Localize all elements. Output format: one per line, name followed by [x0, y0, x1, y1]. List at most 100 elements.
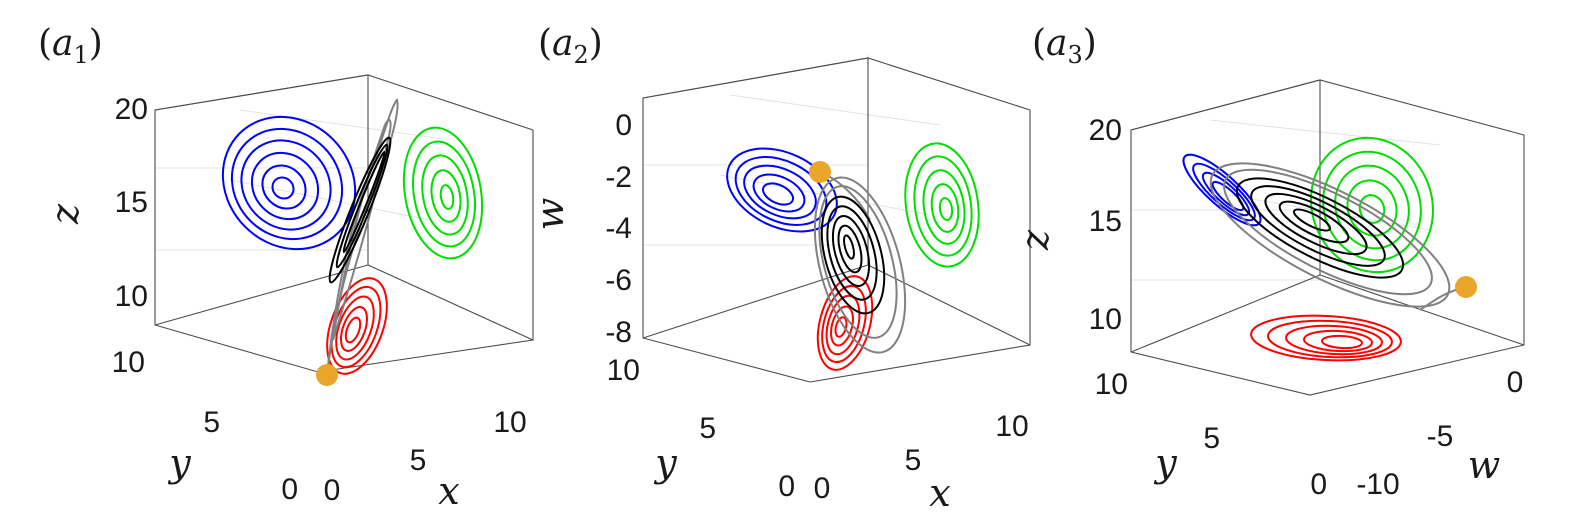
panel-letter: a — [552, 23, 573, 64]
y-axis-a1: 10 5 0 y — [112, 346, 298, 506]
yz-orbit — [271, 176, 295, 200]
projection-xz-a1 — [402, 126, 484, 260]
z-tick: 15 — [1089, 205, 1122, 238]
attractor-trajectory — [328, 136, 392, 284]
xy-orbit — [344, 316, 362, 344]
w-tick: 0 — [615, 109, 632, 142]
w-tick: -8 — [605, 316, 632, 349]
transient-trajectory — [332, 119, 392, 341]
attractor-trajectory — [826, 205, 878, 301]
x-axis-a1: 0 5 10 x — [324, 406, 527, 513]
x-axis-label: x — [929, 471, 950, 515]
wz-orbit — [1310, 136, 1434, 274]
x-tick: 10 — [493, 406, 526, 439]
yz-orbit — [240, 139, 332, 231]
z-tick: 20 — [115, 93, 148, 126]
x-axis-a2: 0 5 10 x — [814, 410, 1029, 515]
panel-subscript: 3 — [1068, 41, 1083, 69]
panel-label-a1: (a1) — [38, 23, 103, 69]
yz-orbit — [230, 127, 344, 241]
y-tick: 0 — [1310, 468, 1327, 501]
x-tick: 0 — [324, 474, 341, 507]
yz-orbit — [250, 151, 320, 221]
y-tick: 5 — [203, 406, 220, 439]
xw-orbit — [930, 183, 960, 233]
xy-orbit — [830, 305, 854, 347]
z-axis-label: z — [1013, 229, 1057, 251]
panel-subscript: 1 — [74, 41, 89, 69]
wy-orbit — [1267, 319, 1393, 359]
xz-orbit — [430, 169, 462, 223]
transient-trajectory — [1209, 162, 1451, 308]
w-tick: -5 — [1427, 420, 1454, 453]
y-tick: 10 — [607, 354, 640, 387]
wy-orbit — [1303, 329, 1373, 353]
y-axis-a3: 10 5 0 y — [1095, 368, 1327, 501]
yz-orbit — [1211, 180, 1245, 212]
xw-orbit — [938, 197, 954, 221]
w-tick: -4 — [605, 212, 632, 245]
transient-trajectory — [813, 176, 907, 354]
transient-trajectory — [1223, 168, 1433, 296]
z-tick: 10 — [115, 280, 148, 313]
xy-orbit — [816, 275, 874, 371]
wy-orbit — [1285, 324, 1383, 356]
axes-box-a3 — [1130, 79, 1525, 396]
initial-point-a3 — [1455, 276, 1477, 298]
z-tick: 20 — [1089, 114, 1122, 147]
attractor-trajectory — [1292, 208, 1332, 232]
xy-orbit — [821, 284, 867, 364]
z-axis-a1: 20 15 10 z — [43, 93, 148, 313]
yw-orbit — [752, 173, 806, 213]
attractor-trajectory — [831, 214, 871, 288]
xy-orbit — [335, 295, 375, 361]
y-tick: 5 — [699, 412, 716, 445]
axes-box-a1 — [154, 74, 534, 373]
xy-orbit — [326, 277, 388, 375]
attractor-trajectory — [837, 224, 863, 274]
initial-point-a2 — [809, 161, 831, 183]
projection-xy-a2 — [816, 275, 874, 371]
svg-text:(a1): (a1) — [38, 23, 103, 69]
y-axis-label: y — [1153, 441, 1177, 485]
xz-orbit — [421, 154, 469, 236]
y-tick: 0 — [281, 473, 298, 506]
w-axis-a2: 0 -2 -4 -6 -8 w — [528, 109, 632, 349]
w-axis-label: w — [1468, 443, 1501, 487]
w-tick: 0 — [1507, 366, 1524, 399]
transient-trajectory — [818, 185, 898, 339]
y-axis-a2: 10 5 0 y — [607, 354, 795, 503]
svg-text:(a3): (a3) — [1032, 23, 1097, 69]
wy-orbit — [1250, 314, 1402, 362]
y-tick: 0 — [778, 470, 795, 503]
trajectory-a1 — [326, 98, 399, 376]
y-axis-label: y — [653, 441, 677, 485]
attractor-trajectory — [1250, 185, 1386, 267]
projection-wy-a3 — [1250, 314, 1402, 362]
attractor-trajectory — [820, 195, 886, 315]
yw-orbit — [726, 147, 838, 233]
attractor-trajectory — [335, 143, 389, 269]
w-tick: -6 — [605, 264, 632, 297]
w-tick: -2 — [605, 161, 632, 194]
z-tick: 10 — [1089, 303, 1122, 336]
projection-yw-a2 — [726, 147, 838, 233]
z-axis-a3: 20 15 10 z — [1013, 114, 1122, 336]
x-tick: 5 — [410, 444, 427, 477]
xz-orbit — [402, 126, 484, 260]
y-tick: 5 — [1203, 422, 1220, 455]
yz-orbit — [221, 115, 357, 251]
initial-point-a1 — [316, 364, 338, 386]
trajectory-a2 — [813, 171, 907, 354]
panel-a3: (a3) 20 15 10 z 10 5 0 y -10 -5 0 w — [1013, 23, 1525, 501]
wz-orbit — [1334, 164, 1410, 250]
yw-orbit — [762, 182, 794, 206]
attractor-trajectory — [342, 150, 386, 254]
w-axis-a3: -10 -5 0 w — [1356, 366, 1523, 501]
projection-xy-a1 — [326, 277, 388, 375]
x-axis-label: x — [438, 469, 459, 513]
projection-xw-a2 — [904, 142, 980, 268]
svg-text:(a2): (a2) — [538, 23, 603, 69]
y-axis-label: y — [167, 441, 191, 485]
